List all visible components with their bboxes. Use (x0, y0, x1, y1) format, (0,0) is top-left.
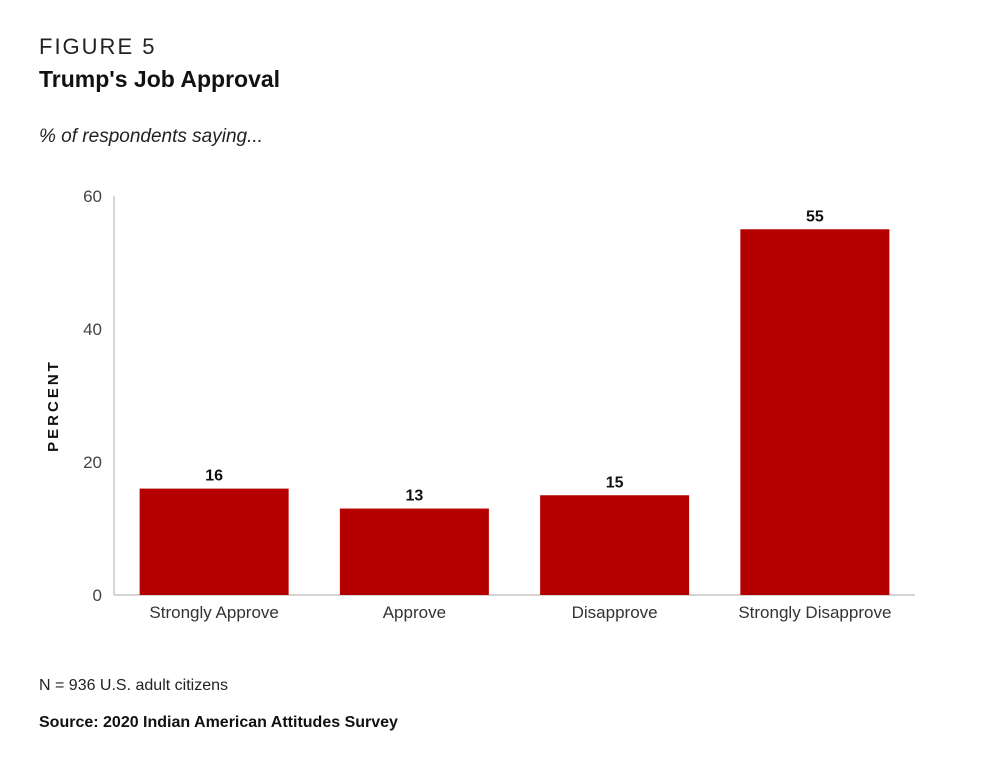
y-tick-label: 0 (93, 586, 102, 605)
x-tick-label: Disapprove (572, 603, 658, 622)
chart-subtitle: % of respondents saying... (39, 126, 263, 147)
y-tick-label: 40 (83, 320, 102, 339)
data-label: 15 (606, 474, 624, 491)
sample-size-note: N = 936 U.S. adult citizens (39, 677, 228, 694)
data-label: 55 (806, 208, 824, 225)
source-note: Source: 2020 Indian American Attitudes S… (39, 714, 398, 731)
bar-strongly-approve (139, 488, 289, 595)
bar-disapprove (540, 495, 690, 595)
figure-label: FIGURE 5 (39, 34, 157, 59)
bar-strongly-disapprove (740, 229, 890, 595)
x-tick-label: Approve (383, 603, 446, 622)
y-axis-title: PERCENT (45, 359, 62, 452)
x-tick-label: Strongly Disapprove (738, 603, 891, 622)
data-label: 13 (405, 488, 423, 505)
y-tick-label: 60 (83, 187, 102, 206)
y-tick-label: 20 (83, 453, 102, 472)
x-tick-label: Strongly Approve (149, 603, 278, 622)
bar-approve (339, 508, 489, 595)
data-label: 16 (205, 468, 223, 485)
chart-title: Trump's Job Approval (39, 66, 281, 92)
